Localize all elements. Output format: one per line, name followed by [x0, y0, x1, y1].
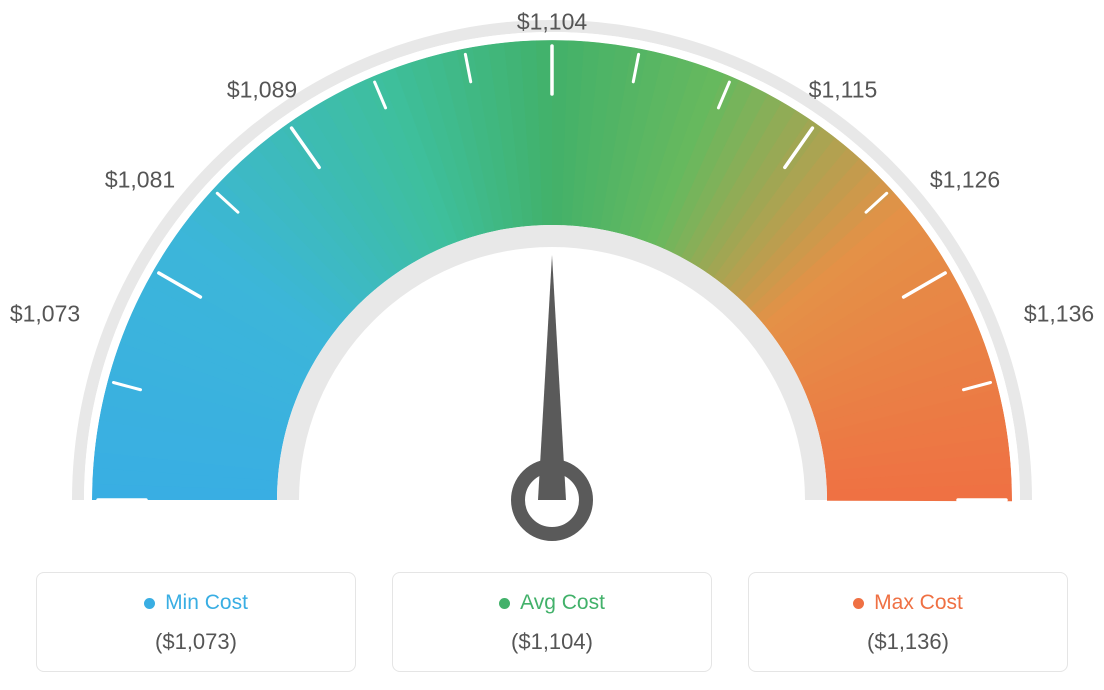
legend-title-avg: Avg Cost [499, 591, 605, 615]
legend-label-avg: Avg Cost [520, 591, 605, 615]
gauge-tick-label: $1,104 [517, 9, 587, 36]
legend-title-max: Max Cost [853, 591, 963, 615]
gauge-tick-label: $1,115 [809, 77, 878, 104]
gauge-tick-label: $1,136 [1024, 301, 1094, 328]
legend-label-max: Max Cost [874, 591, 963, 615]
legend-dot-min [144, 598, 155, 609]
legend-dot-max [853, 598, 864, 609]
legend-row: Min Cost ($1,073) Avg Cost ($1,104) Max … [0, 572, 1104, 672]
gauge-tick-label: $1,126 [930, 167, 1000, 194]
gauge-tick-label: $1,073 [10, 301, 80, 328]
legend-dot-avg [499, 598, 510, 609]
gauge-cost-widget: $1,073 $1,081 $1,089 $1,104 $1,115 $1,126 $1,1… [0, 0, 1104, 690]
legend-card-max: Max Cost ($1,136) [748, 572, 1068, 672]
gauge-area: $1,073 $1,081 $1,089 $1,104 $1,115 $1,126 $1,1… [0, 0, 1104, 560]
legend-value-avg: ($1,104) [403, 629, 701, 655]
gauge-tick-label: $1,081 [105, 167, 175, 194]
legend-card-avg: Avg Cost ($1,104) [392, 572, 712, 672]
legend-value-max: ($1,136) [759, 629, 1057, 655]
legend-card-min: Min Cost ($1,073) [36, 572, 356, 672]
legend-label-min: Min Cost [165, 591, 248, 615]
legend-title-min: Min Cost [144, 591, 248, 615]
gauge-svg [64, 12, 1040, 554]
legend-value-min: ($1,073) [47, 629, 345, 655]
gauge-tick-label: $1,089 [227, 77, 297, 104]
